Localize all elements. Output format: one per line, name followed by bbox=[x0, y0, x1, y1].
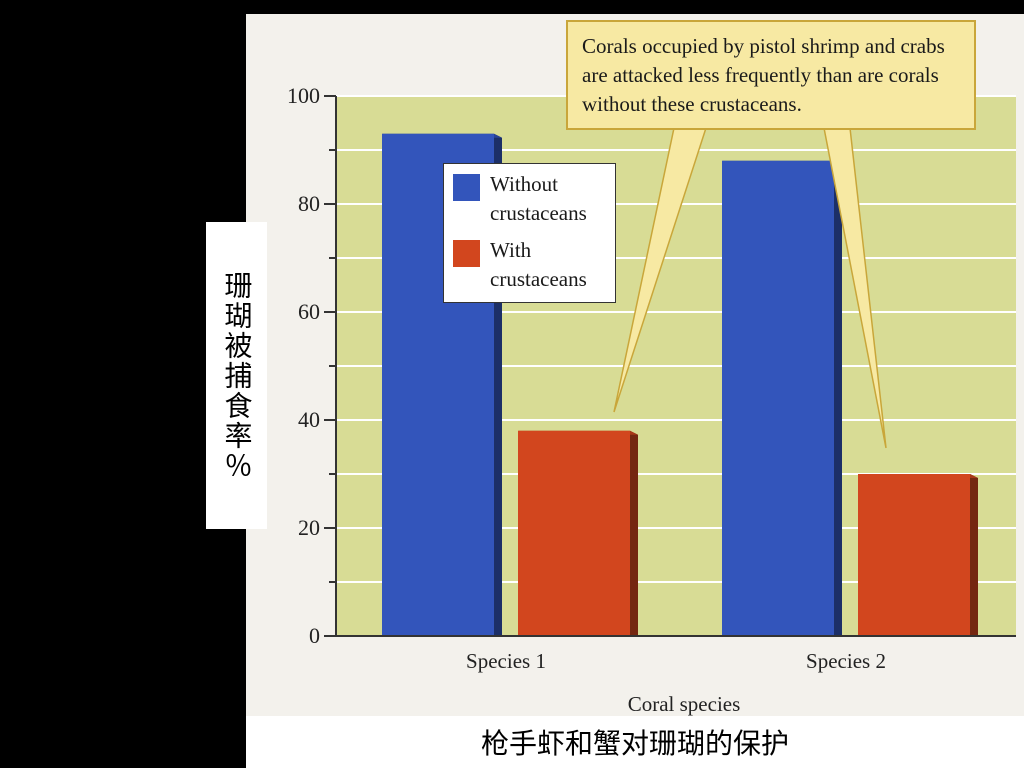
y-tick-label: 100 bbox=[287, 83, 320, 108]
y-tick-label: 80 bbox=[298, 191, 320, 216]
bar-side bbox=[630, 430, 638, 636]
caption: 枪手虾和蟹对珊瑚的保护 bbox=[480, 727, 789, 760]
y-tick-label: 40 bbox=[298, 407, 320, 432]
callout-text: Corals occupied by pistol shrimp and cra… bbox=[582, 34, 945, 116]
y-axis-label-box: 珊瑚被捕食率％ bbox=[206, 222, 267, 529]
x-tick-label: Species 1 bbox=[466, 649, 546, 673]
callout-box: Corals occupied by pistol shrimp and cra… bbox=[566, 20, 976, 130]
y-axis-label: 珊瑚被捕食率％ bbox=[220, 270, 254, 481]
legend-label-with: With crustaceans bbox=[490, 238, 587, 291]
legend-swatch-with bbox=[453, 240, 480, 267]
x-tick-label: Species 2 bbox=[806, 649, 886, 673]
legend: Without crustaceans With crustaceans bbox=[443, 163, 616, 303]
bar-with-2 bbox=[858, 474, 970, 636]
axes: 0 20 40 60 80 100 Species 1 Species 2 bbox=[287, 83, 1016, 673]
legend-label-without: Without crustaceans bbox=[490, 172, 587, 225]
legend-item-with: With crustaceans bbox=[453, 236, 610, 294]
bar-side bbox=[970, 474, 978, 636]
legend-swatch-without bbox=[453, 174, 480, 201]
bar-side bbox=[834, 160, 842, 637]
bar-without-2 bbox=[722, 160, 834, 637]
bar-with-1 bbox=[518, 430, 630, 636]
x-axis-label: Coral species bbox=[628, 692, 741, 716]
y-tick-label: 0 bbox=[309, 623, 320, 648]
y-tick-label: 60 bbox=[298, 299, 320, 324]
legend-item-without: Without crustaceans bbox=[453, 170, 610, 228]
caption-bar: 枪手虾和蟹对珊瑚的保护 bbox=[246, 716, 1024, 768]
y-tick-label: 20 bbox=[298, 515, 320, 540]
